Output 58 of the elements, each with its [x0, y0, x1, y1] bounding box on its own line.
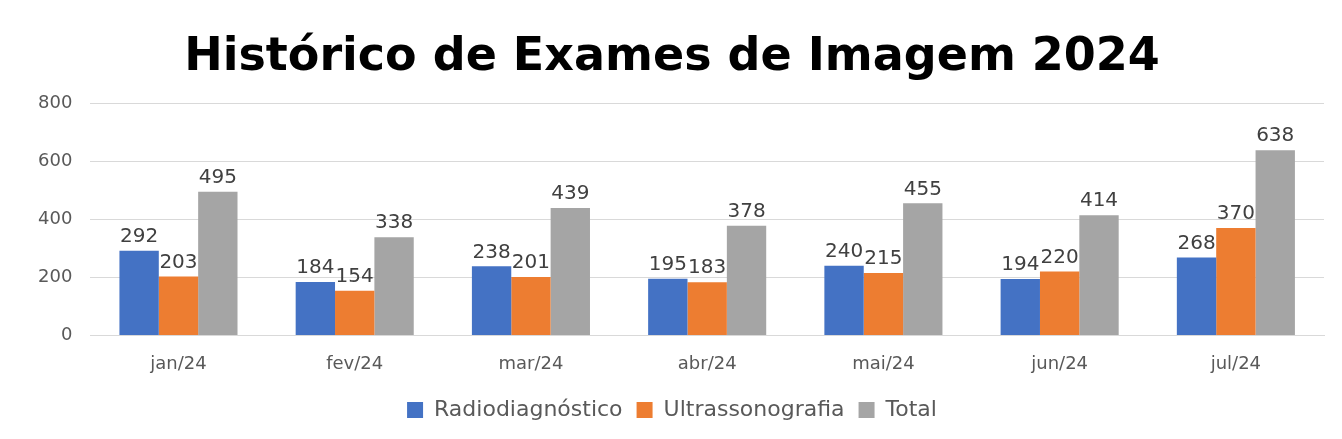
- data-label: 194: [1001, 251, 1040, 276]
- bar: [119, 250, 159, 335]
- data-label: 292: [120, 222, 159, 247]
- data-label: 201: [511, 249, 551, 274]
- bar: [903, 203, 943, 335]
- bar: [863, 273, 904, 335]
- y-tick-label: 800: [38, 90, 73, 112]
- bar: [1216, 228, 1256, 335]
- data-label: 215: [864, 245, 903, 270]
- bar: [687, 282, 727, 335]
- bar: [726, 225, 767, 335]
- bar: [511, 277, 551, 335]
- bar: [158, 276, 199, 335]
- x-tick-label: fev/24: [326, 351, 384, 373]
- data-label: 184: [296, 254, 335, 279]
- data-label: 338: [374, 209, 414, 234]
- data-label: 238: [472, 238, 511, 263]
- legend-label: Ultrassonografia: [663, 395, 845, 421]
- data-label: 455: [903, 175, 942, 200]
- bar: [295, 281, 336, 335]
- bar: [198, 191, 238, 335]
- data-label: 240: [824, 237, 864, 262]
- data-label: 495: [198, 163, 237, 188]
- x-tick-label: mar/24: [498, 351, 564, 373]
- x-tick-label: abr/24: [677, 351, 737, 373]
- bar: [1039, 271, 1080, 335]
- bar: [335, 290, 375, 335]
- x-tick-label: jul/24: [1209, 351, 1262, 373]
- chart-title: Histórico de Exames de Imagem 2024: [184, 26, 1160, 81]
- data-label: 370: [1216, 200, 1255, 225]
- data-label: 414: [1079, 187, 1119, 212]
- bar: [1176, 257, 1217, 335]
- data-label: 195: [648, 251, 687, 275]
- bar: [1000, 279, 1040, 335]
- data-label: 378: [727, 197, 766, 222]
- bar: [824, 265, 864, 335]
- y-tick-label: 200: [38, 265, 73, 287]
- legend-label: Total: [884, 395, 937, 421]
- data-label: 638: [1256, 122, 1295, 147]
- y-tick-label: 0: [60, 323, 73, 345]
- y-tick-label: 600: [38, 148, 73, 170]
- y-tick-label: 400: [38, 206, 73, 228]
- x-tick-label: jun/24: [1030, 351, 1089, 373]
- data-label: 154: [335, 262, 374, 287]
- bar: [1255, 150, 1295, 335]
- data-label: 183: [688, 254, 727, 279]
- data-label: 203: [159, 248, 198, 273]
- bar: [648, 278, 688, 335]
- data-label: 439: [551, 180, 590, 205]
- x-tick-label: jan/24: [149, 351, 207, 373]
- bar: [374, 237, 414, 335]
- data-label: 220: [1040, 243, 1079, 268]
- data-label: 268: [1177, 229, 1216, 254]
- bar: [550, 207, 590, 335]
- legend-label: Radiodiagnóstico: [434, 395, 623, 421]
- bar: [1079, 215, 1119, 335]
- x-tick-label: mai/24: [852, 351, 915, 373]
- bar: [471, 266, 512, 335]
